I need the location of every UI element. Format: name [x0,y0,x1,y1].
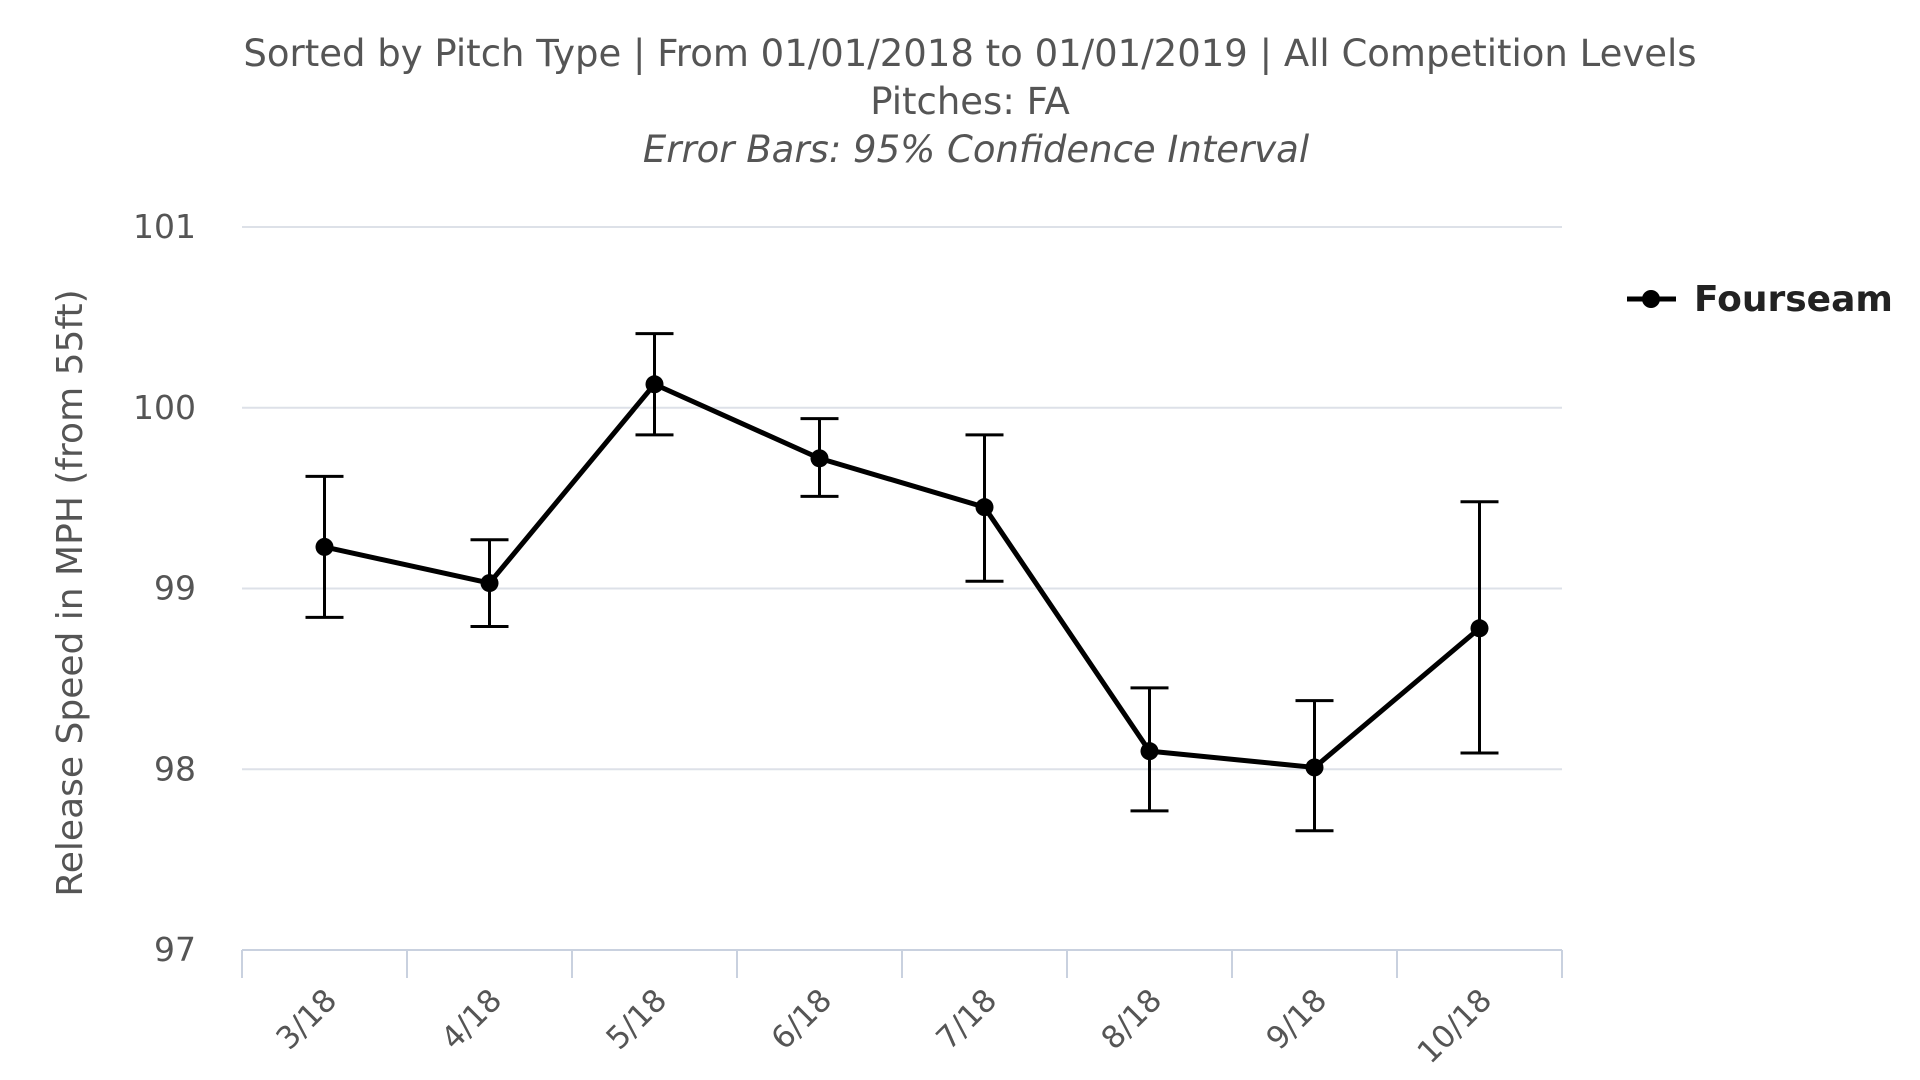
x-tick-label: 7/18 [929,982,1004,1057]
chart-subtitle: Pitches: FA [870,80,1070,123]
chart-title: Sorted by Pitch Type | From 01/01/2018 t… [243,32,1696,75]
data-point [480,574,499,593]
data-point [1470,619,1489,638]
legend[interactable]: Fourseam [1627,279,1893,320]
y-tick-label: 101 [133,207,196,246]
data-point [810,449,829,468]
data-point [645,375,664,394]
x-tick-label: 4/18 [434,982,509,1057]
data-point [975,498,994,517]
legend-marker-dot [1642,290,1660,308]
series-line-fourseam [323,381,1482,770]
gridlines [242,226,1562,771]
legend-item-fourseam: Fourseam [1694,279,1893,320]
data-point [315,537,334,556]
x-tick-label: 3/18 [269,982,344,1057]
x-tick-label: 5/18 [599,982,674,1057]
y-tick-label: 98 [154,749,196,788]
x-tick-label: 8/18 [1094,982,1169,1057]
x-tick-label: 9/18 [1259,982,1334,1057]
data-points [315,375,1489,777]
y-tick-label: 100 [133,388,196,427]
x-axis [241,949,1563,978]
y-tick-label: 99 [154,569,196,608]
y-axis-ticks: 97 98 99 100 101 [133,207,196,969]
x-tick-label: 10/18 [1411,982,1500,1071]
x-axis-ticks: 3/18 4/18 5/18 6/18 7/18 8/18 9/18 10/18 [269,982,1499,1071]
y-tick-label: 97 [154,930,196,969]
x-tick-label: 6/18 [764,982,839,1057]
y-axis-label: Release Speed in MPH (from 55ft) [50,289,91,896]
data-point [1305,758,1324,777]
data-point [1140,742,1159,761]
error-bar-note: Error Bars: 95% Confidence Interval [643,128,1310,171]
